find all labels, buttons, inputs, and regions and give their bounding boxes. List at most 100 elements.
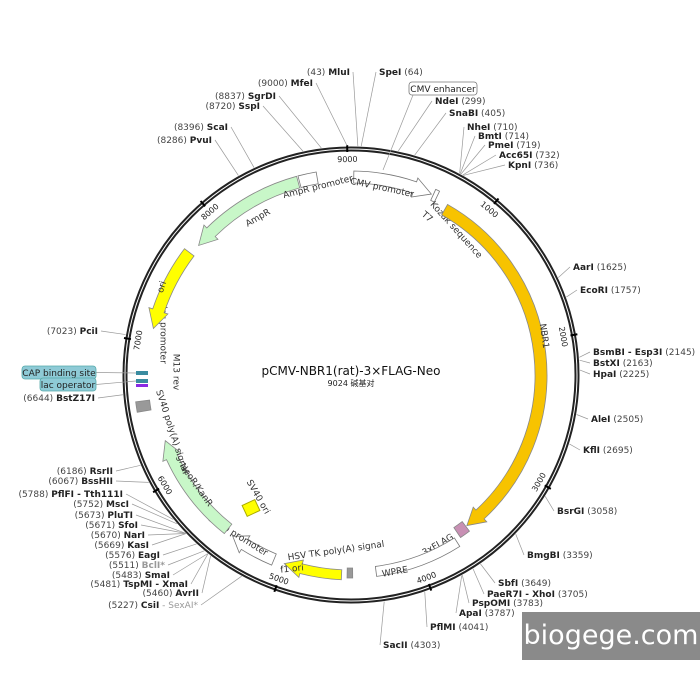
site-name: MfeI	[291, 79, 313, 89]
site-position: (8837)	[215, 92, 245, 102]
site-label-bstxi: BstXI (2163)	[593, 359, 653, 369]
site-leader	[579, 359, 591, 364]
tick-mark	[427, 583, 433, 591]
site-label-kasi: (5669) KasI	[94, 541, 149, 551]
site-leader	[190, 553, 209, 585]
site-label-nhei: NheI (710)	[467, 123, 517, 133]
site-position: (5671)	[85, 521, 115, 531]
feature-sv40-ori-box	[241, 498, 261, 518]
site-name: NheI	[467, 123, 490, 133]
site-leader	[162, 543, 197, 556]
plasmid-name: pCMV-NBR1(rat)-3×FLAG-Neo	[262, 364, 441, 378]
site-position: (2695)	[603, 446, 633, 456]
site-leader	[352, 71, 359, 147]
backbone-ring-inner	[124, 148, 578, 602]
site-label-pmei: PmeI (719)	[488, 141, 541, 151]
site-label-smai: (5483) SmaI	[112, 571, 170, 581]
site-label-scai: (8396) ScaI	[174, 123, 228, 133]
site-label-paer7i-xhoi: PaeR7I - XhoI (3705)	[487, 590, 588, 600]
site-name: SacII	[383, 641, 408, 651]
site-position: (732)	[535, 151, 559, 161]
site-leader	[135, 514, 186, 534]
feature-label-t7: T7	[418, 209, 434, 225]
site-position: (5483)	[112, 571, 142, 581]
site-name: BmtI	[478, 132, 502, 142]
site-position: (3787)	[485, 609, 515, 619]
site-position: (5576)	[105, 551, 135, 561]
site-position: (5752)	[73, 500, 103, 510]
site-position: (2505)	[613, 415, 643, 425]
site-name: KasI	[127, 541, 149, 551]
site-position: (8286)	[157, 136, 187, 146]
site-leader	[278, 95, 322, 149]
site-position: (2225)	[619, 370, 649, 380]
feature-neor-kanr	[162, 439, 233, 535]
site-name: PspOMI	[472, 599, 510, 609]
site-label-hpai: HpaI (2225)	[593, 370, 649, 380]
site-name: PvuI	[190, 136, 212, 146]
site-leader	[131, 503, 178, 525]
site-position: (1625)	[597, 263, 627, 273]
site-name: SbfI	[498, 579, 518, 589]
feature-ampr	[198, 175, 301, 247]
site-name: SmaI	[145, 571, 170, 581]
site-leader	[147, 533, 186, 536]
site-name: MscI	[106, 500, 129, 510]
site-leader	[172, 553, 208, 576]
site-name: PflFI - Tth111I	[51, 490, 123, 500]
callout-label-lac-operator: lac operator	[41, 381, 96, 391]
site-name: MluI	[328, 68, 350, 78]
site-label-bsrgi: BsrGI (3058)	[557, 507, 617, 517]
site-label-msci: (5752) MscI	[73, 500, 129, 510]
site-position: (3783)	[513, 599, 543, 609]
site-position: (4303)	[410, 641, 440, 651]
site-label-ecori: EcoRI (1757)	[580, 286, 641, 296]
site-label-sfoi: (5671) SfoI	[85, 521, 138, 531]
callout-leader	[382, 94, 414, 171]
site-position: (3705)	[558, 590, 588, 600]
site-name: AleI	[591, 415, 611, 425]
site-position: (5673)	[75, 511, 105, 521]
site-name: BssHII	[81, 477, 113, 487]
tick-mark	[493, 197, 500, 205]
site-leader	[125, 493, 174, 520]
site-label-sacii: SacII (4303)	[383, 641, 440, 651]
feature-t7	[430, 188, 441, 203]
site-label-ndei: NdeI (299)	[435, 97, 486, 107]
site-leader	[576, 414, 589, 420]
lac-operator-mark-2	[136, 384, 148, 387]
site-name: BsrGI	[557, 507, 584, 517]
plasmid-length: 9024 碱基对	[328, 378, 375, 388]
site-name: AvrII	[175, 589, 199, 599]
site-label-pcii: (7023) PciI	[47, 327, 98, 337]
tick-mark	[570, 333, 578, 337]
site-leader	[515, 533, 525, 556]
site-position: (1757)	[611, 286, 641, 296]
site-position: (714)	[505, 132, 529, 142]
tick-label: 2000	[557, 326, 569, 348]
site-leader	[566, 289, 578, 298]
site-name: ApaI	[459, 609, 482, 619]
feature-sv40-promoter	[232, 535, 277, 566]
site-name: PciI	[80, 327, 98, 337]
site-name: SpeI	[379, 68, 401, 78]
site-position: (2163)	[623, 359, 653, 369]
tick-label: 7000	[132, 330, 144, 352]
site-name: BstZ17I	[56, 394, 95, 404]
site-position: (64)	[404, 68, 422, 78]
site-leader	[461, 575, 470, 604]
site-name: PluTI	[107, 511, 133, 521]
site-leader	[214, 139, 239, 176]
site-leader	[414, 112, 447, 156]
site-name: BmgBI	[527, 551, 560, 561]
site-name: SnaBI	[449, 109, 478, 119]
site-position: (5670)	[91, 531, 121, 541]
site-position: (6067)	[48, 477, 78, 487]
site-name: PmeI	[488, 141, 513, 151]
site-label-apai: ApaI (3787)	[459, 609, 515, 619]
site-name: BstXI	[593, 359, 620, 369]
site-name: PaeR7I - XhoI	[487, 590, 555, 600]
site-position: (5481)	[90, 580, 120, 590]
feature-label-m13-rev: M13 rev	[171, 354, 181, 391]
site-position: (405)	[481, 109, 505, 119]
